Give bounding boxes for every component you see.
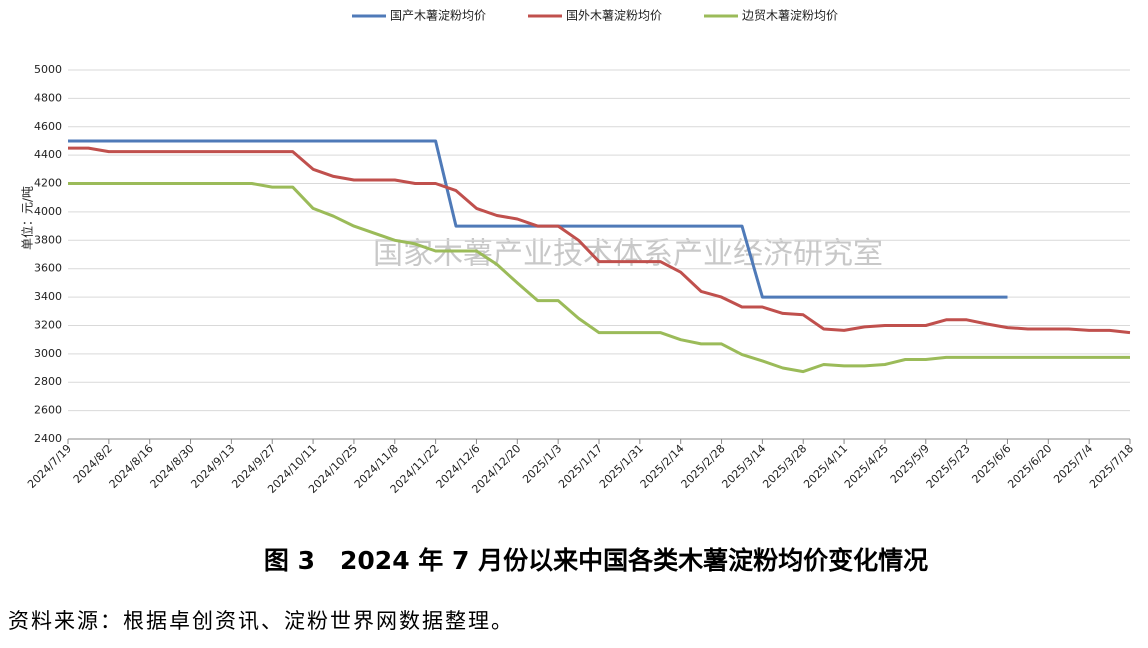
legend-label: 国产木薯淀粉均价 — [390, 9, 486, 23]
y-tick-label: 3600 — [34, 262, 62, 275]
legend-label: 国外木薯淀粉均价 — [566, 9, 662, 23]
y-axis-label: 单位：元/吨 — [20, 186, 35, 250]
series-line — [68, 182, 1130, 374]
source-note: 资料来源：根据卓创资讯、淀粉世界网数据整理。 — [8, 609, 514, 633]
y-tick-label: 3200 — [34, 318, 62, 331]
y-tick-label: 2600 — [34, 404, 62, 417]
y-tick-label: 2800 — [34, 375, 62, 388]
y-tick-label: 4400 — [34, 148, 62, 161]
y-tick-label: 2400 — [34, 432, 62, 445]
x-tick-label: 2025/7/18 — [1087, 442, 1136, 491]
y-tick-label: 4000 — [34, 205, 62, 218]
y-tick-label: 3000 — [34, 347, 62, 360]
watermark: 国家木薯产业技术体系产业经济研究室 — [373, 237, 883, 272]
x-tick-label: 2024/7/19 — [25, 442, 74, 491]
series-line — [68, 146, 1131, 335]
y-tick-label: 5000 — [34, 63, 62, 76]
y-tick-label: 4800 — [34, 91, 62, 104]
x-tick-label: 2025/6/20 — [1005, 442, 1054, 491]
legend-label: 边贸木薯淀粉均价 — [742, 9, 838, 23]
y-tick-label: 4200 — [34, 177, 62, 190]
x-tick-label: 2025/4/25 — [842, 442, 891, 491]
y-tick-label: 3800 — [34, 233, 62, 246]
x-tick-label: 2025/5/23 — [924, 442, 973, 491]
series-line — [68, 139, 1008, 299]
caption: 图 3 2024 年 7 月份以来中国各类木薯淀粉均价变化情况 — [264, 546, 928, 575]
y-tick-label: 3400 — [34, 290, 62, 303]
y-tick-label: 4600 — [34, 120, 62, 133]
